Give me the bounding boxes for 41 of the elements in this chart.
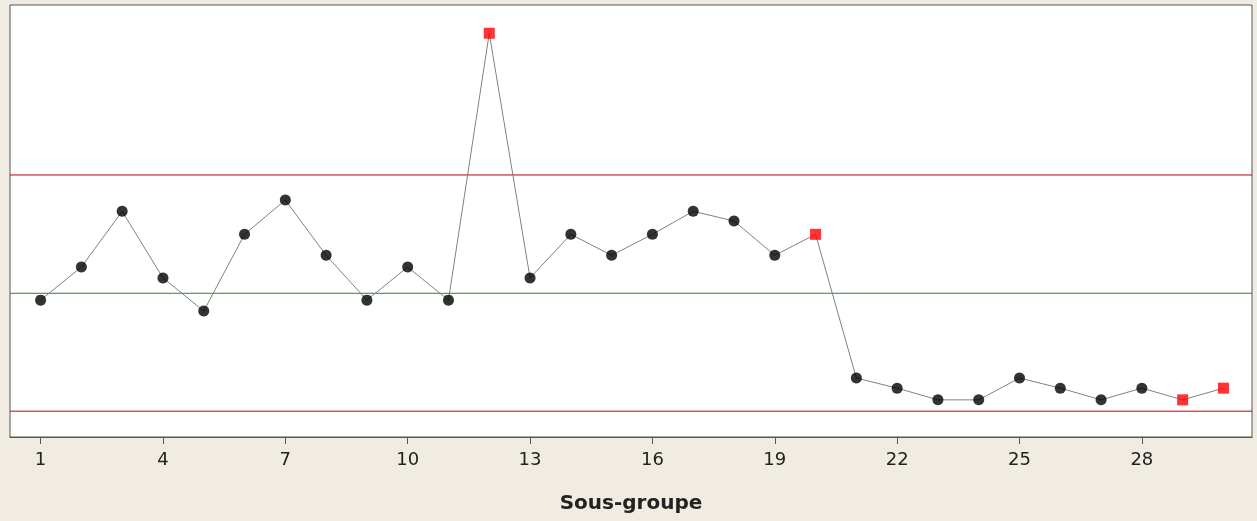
x-tick-label: 28 [1130,447,1154,469]
point [116,205,128,217]
point [402,261,414,273]
point [524,272,536,284]
point [646,228,658,240]
point [483,27,495,39]
x-axis-title: Sous-groupe [559,490,703,514]
x-tick-label: 10 [396,447,420,469]
point [442,294,454,306]
point [198,305,210,317]
x-tick-label: 4 [157,447,169,469]
x-tick-label: 19 [763,447,787,469]
x-tick-label: 13 [518,447,542,469]
point [320,249,332,261]
point [239,228,251,240]
point [1136,382,1148,394]
x-tick-label: 25 [1008,447,1031,469]
point [850,372,862,384]
x-tick-label: 16 [640,447,664,469]
point [728,215,740,227]
point [932,394,944,406]
x-tick-label: 7 [279,447,292,469]
point [361,294,373,306]
point [565,228,577,240]
point [1177,394,1189,406]
point [157,272,169,284]
point [769,249,781,261]
point [279,194,291,206]
point [973,394,985,406]
point [75,261,87,273]
point [1014,372,1026,384]
point [891,382,903,394]
point [35,294,47,306]
point [1054,382,1066,394]
x-tick-label: 22 [885,447,909,469]
x-tick-label: 1 [34,447,47,469]
point [606,249,618,261]
point [687,205,699,217]
point [1217,382,1229,394]
point [810,228,822,240]
point [1095,394,1107,406]
